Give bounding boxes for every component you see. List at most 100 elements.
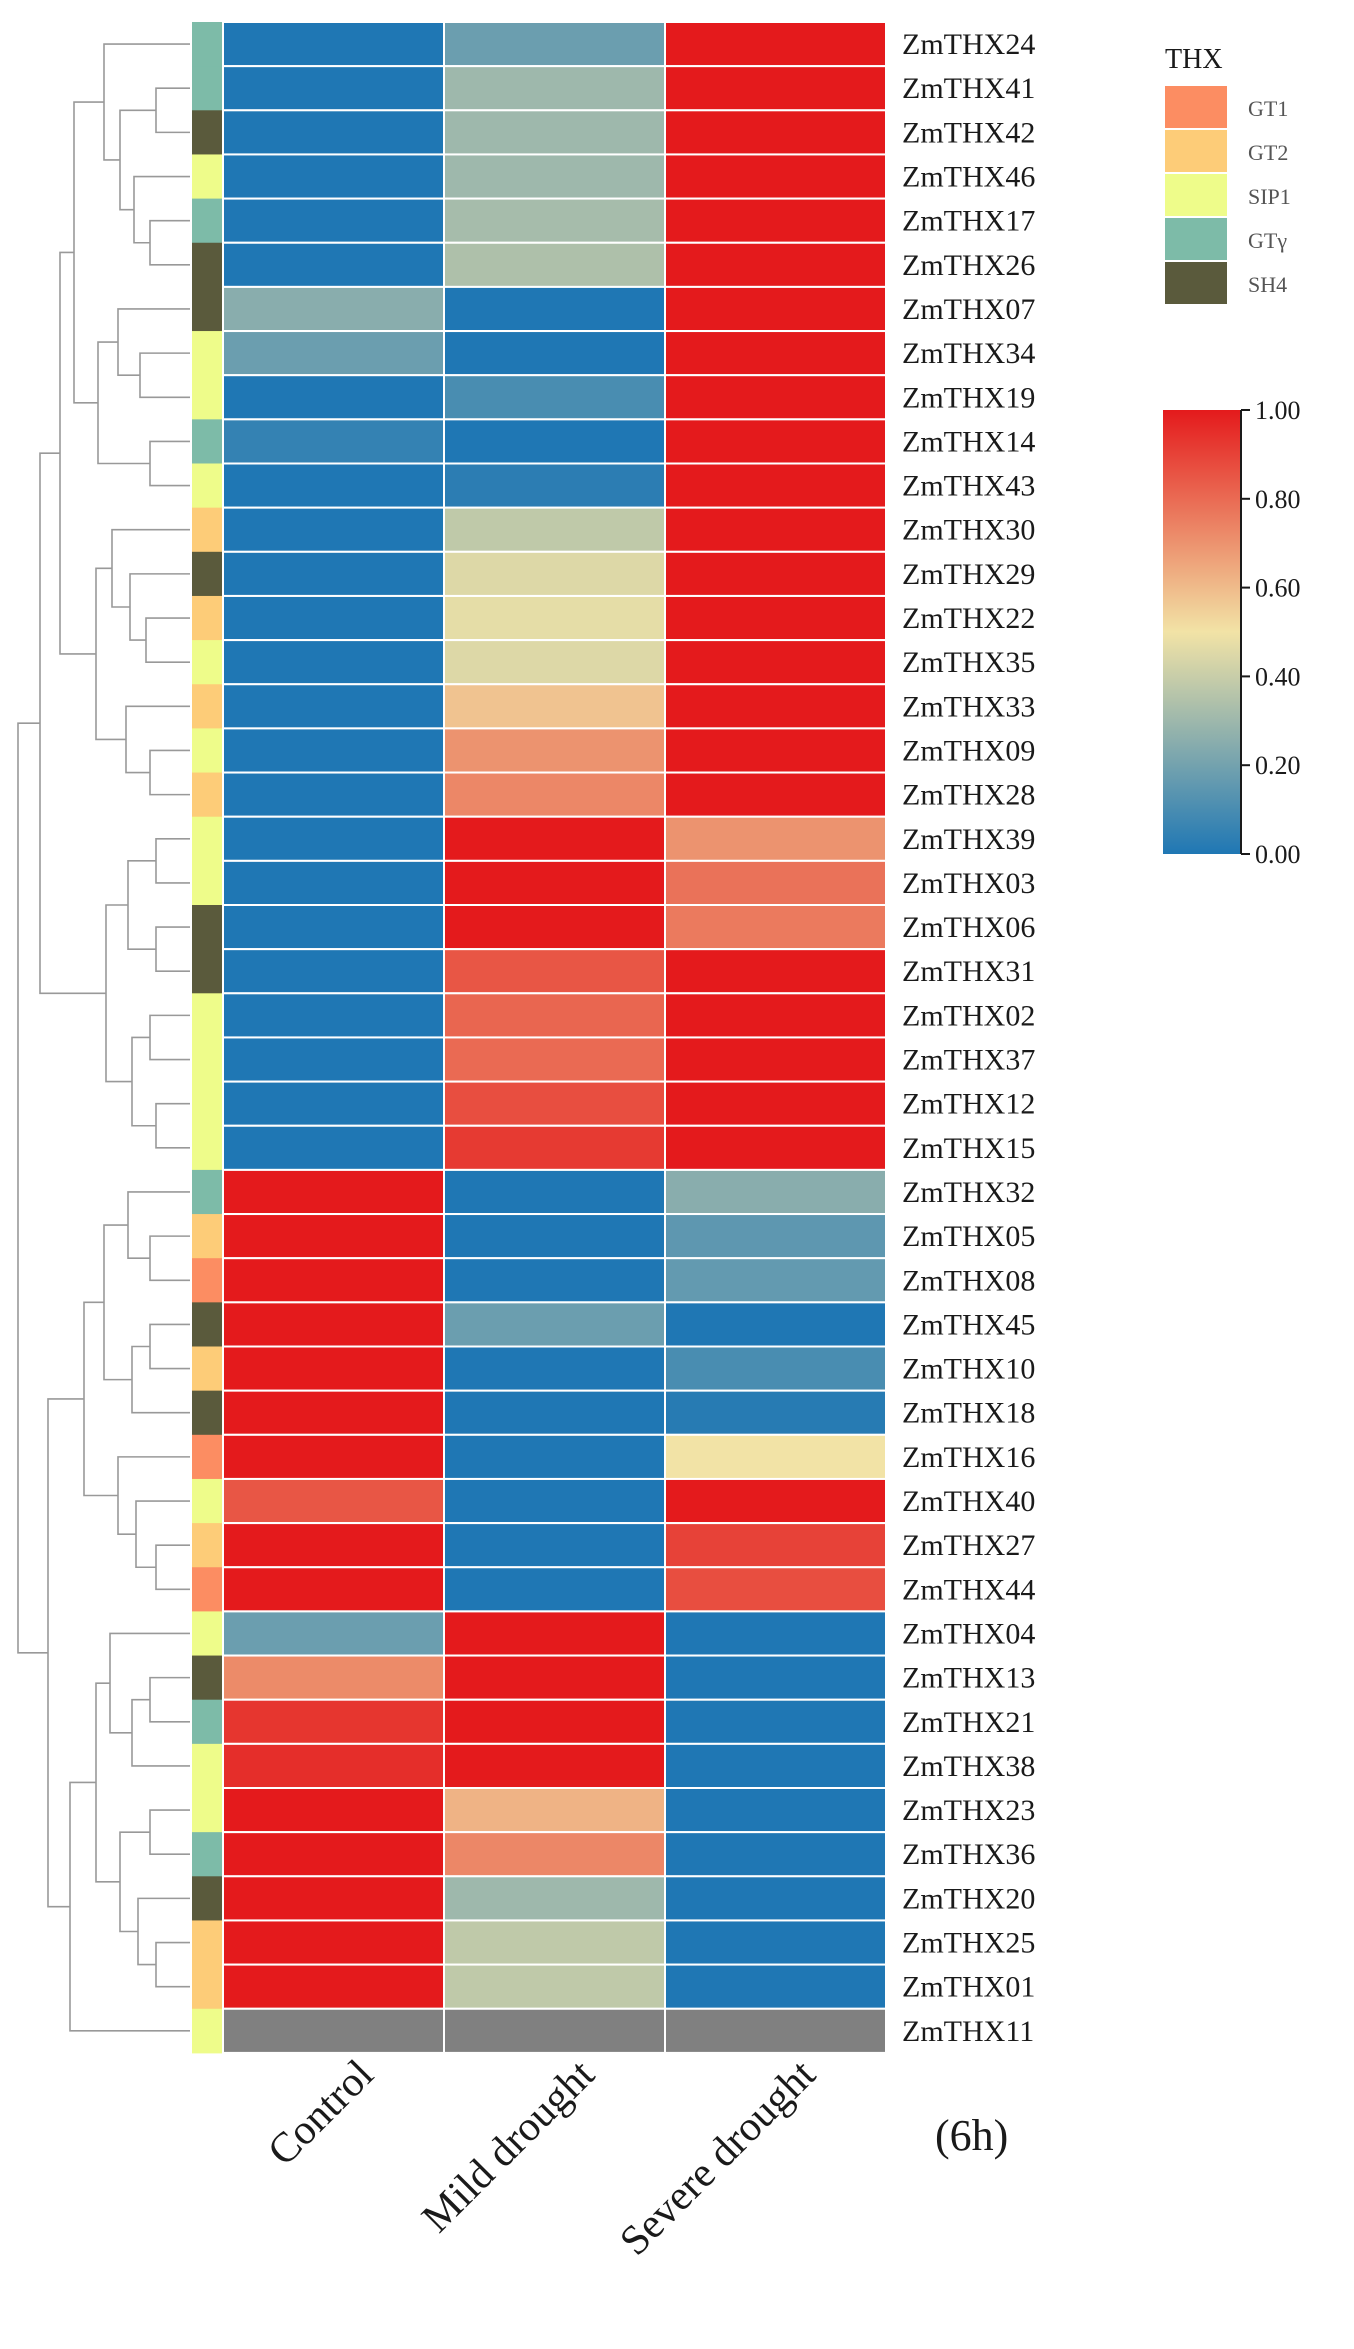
row-label: ZmTHX40: [902, 1485, 1035, 1518]
column-label: Severe drought: [611, 2051, 824, 2264]
heatmap-cell: [443, 815, 666, 862]
group-annotation-cell: [192, 728, 223, 774]
heatmap-cell: [443, 462, 666, 509]
legend-entry-label: SIP1: [1248, 184, 1291, 209]
group-annotation-cell: [192, 1832, 223, 1877]
dendrogram-branch: [135, 1500, 190, 1569]
row-label: ZmTHX17: [902, 205, 1035, 238]
heatmap-cell: [443, 683, 666, 730]
heatmap-cell: [222, 241, 445, 288]
dendrogram-branch: [149, 1323, 190, 1370]
row-label: ZmTHX25: [902, 1927, 1035, 1960]
heatmap-cell: [443, 1168, 666, 1216]
heatmap-cell: [222, 1698, 445, 1745]
heatmap-cell: [222, 1522, 445, 1569]
heatmap-cell: [664, 992, 887, 1039]
row-label: ZmTHX28: [902, 779, 1035, 812]
heatmap-cell: [222, 771, 445, 818]
group-annotation-cell: [192, 110, 223, 155]
group-annotation-cell: [192, 1302, 223, 1347]
heatmap-cell: [664, 683, 887, 730]
dendrogram-branch: [73, 101, 104, 404]
group-annotation-cell: [192, 551, 223, 597]
group-annotation-cell: [192, 1876, 223, 1921]
heatmap-cell: [664, 2007, 887, 2054]
heatmap-cell: [222, 65, 445, 112]
group-annotation-cell: [192, 66, 223, 111]
heatmap-cell: [443, 1698, 666, 1745]
group-annotation-cell: [192, 507, 223, 553]
colorbar-tick-label: 0.20: [1255, 751, 1301, 780]
heatmap-cell: [222, 1742, 445, 1789]
legend-entry-label: GT2: [1248, 140, 1288, 165]
heatmap-cell: [664, 21, 887, 68]
row-label: ZmTHX31: [902, 955, 1035, 988]
dendrogram-branch: [131, 1698, 190, 1767]
heatmap-cell: [222, 1389, 445, 1436]
heatmap-cell: [664, 1875, 887, 1922]
heatmap-cell: [222, 1433, 445, 1480]
heatmap-cell: [664, 727, 887, 774]
heatmap-cell: [664, 550, 887, 597]
heatmap-cell: [664, 1566, 887, 1613]
group-annotation-cell: [192, 816, 223, 862]
heatmap-cell: [443, 859, 666, 906]
dendrogram-branch: [155, 926, 190, 973]
heatmap-cell: [222, 1654, 445, 1701]
row-label: ZmTHX01: [902, 1971, 1035, 2004]
row-label: ZmTHX19: [902, 381, 1035, 414]
row-label: ZmTHX32: [902, 1176, 1035, 1209]
row-label: ZmTHX33: [902, 690, 1035, 723]
heatmap-cell: [664, 1080, 887, 1127]
dendrogram-branch: [155, 1941, 190, 1988]
heatmap-cell: [443, 1301, 666, 1348]
dendrogram-branch: [119, 1831, 150, 1933]
heatmap-cell: [443, 1742, 666, 1789]
row-label: ZmTHX36: [902, 1838, 1035, 1871]
colorbar-tick-label: 0.00: [1255, 840, 1301, 869]
dendrogram-branch: [155, 1544, 190, 1591]
heatmap-cell: [664, 506, 887, 553]
heatmap-cell: [222, 153, 445, 200]
heatmap-cell: [222, 1610, 445, 1657]
group-annotation-cell: [192, 331, 223, 376]
heatmap-cell: [222, 1787, 445, 1834]
group-annotation-cell: [192, 949, 223, 994]
heatmap-cell: [443, 639, 666, 686]
dendrogram-branch: [131, 1345, 190, 1414]
heatmap-cell: [222, 462, 445, 509]
group-annotation-cell: [192, 286, 223, 332]
heatmap-cell: [222, 197, 445, 244]
heatmap-cell: [222, 1566, 445, 1613]
heatmap-cell: [664, 1787, 887, 1834]
group-annotation-cell: [192, 1611, 223, 1657]
group-annotation-cell: [192, 154, 223, 200]
heatmap-cell: [443, 1610, 666, 1657]
group-annotation-cell: [192, 1655, 223, 1701]
row-label: ZmTHX15: [902, 1132, 1035, 1165]
heatmap-cell: [664, 639, 887, 686]
legend-swatch: [1165, 130, 1227, 172]
row-label: ZmTHX37: [902, 1044, 1035, 1077]
heatmap-cell: [222, 2007, 445, 2054]
heatmap-cell: [664, 1168, 887, 1216]
row-label: ZmTHX29: [902, 558, 1035, 591]
heatmap-cell: [664, 1522, 887, 1569]
row-label: ZmTHX02: [902, 999, 1035, 1032]
row-labels: ZmTHX24 ZmTHX41 ZmTHX42 ZmTHX46 ZmTHX17 ZmTHX…: [902, 28, 1035, 2048]
heatmap-cell: [222, 594, 445, 642]
group-annotation-cell: [192, 1567, 223, 1612]
group-annotation-cell: [192, 1434, 223, 1480]
colorbar-tick-label: 0.80: [1255, 485, 1301, 514]
heatmap-cell: [664, 462, 887, 509]
heatmap-cell: [443, 1875, 666, 1922]
column-label: Mild drought: [413, 2051, 603, 2241]
group-annotation-cell: [192, 1964, 223, 2010]
heatmap-cell: [443, 241, 666, 288]
dendrogram-branch: [155, 837, 190, 884]
heatmap-cell: [222, 1963, 445, 2010]
group-annotation-cell: [192, 2008, 223, 2054]
heatmap-cell: [443, 1036, 666, 1083]
heatmap-cell: [222, 1875, 445, 1922]
